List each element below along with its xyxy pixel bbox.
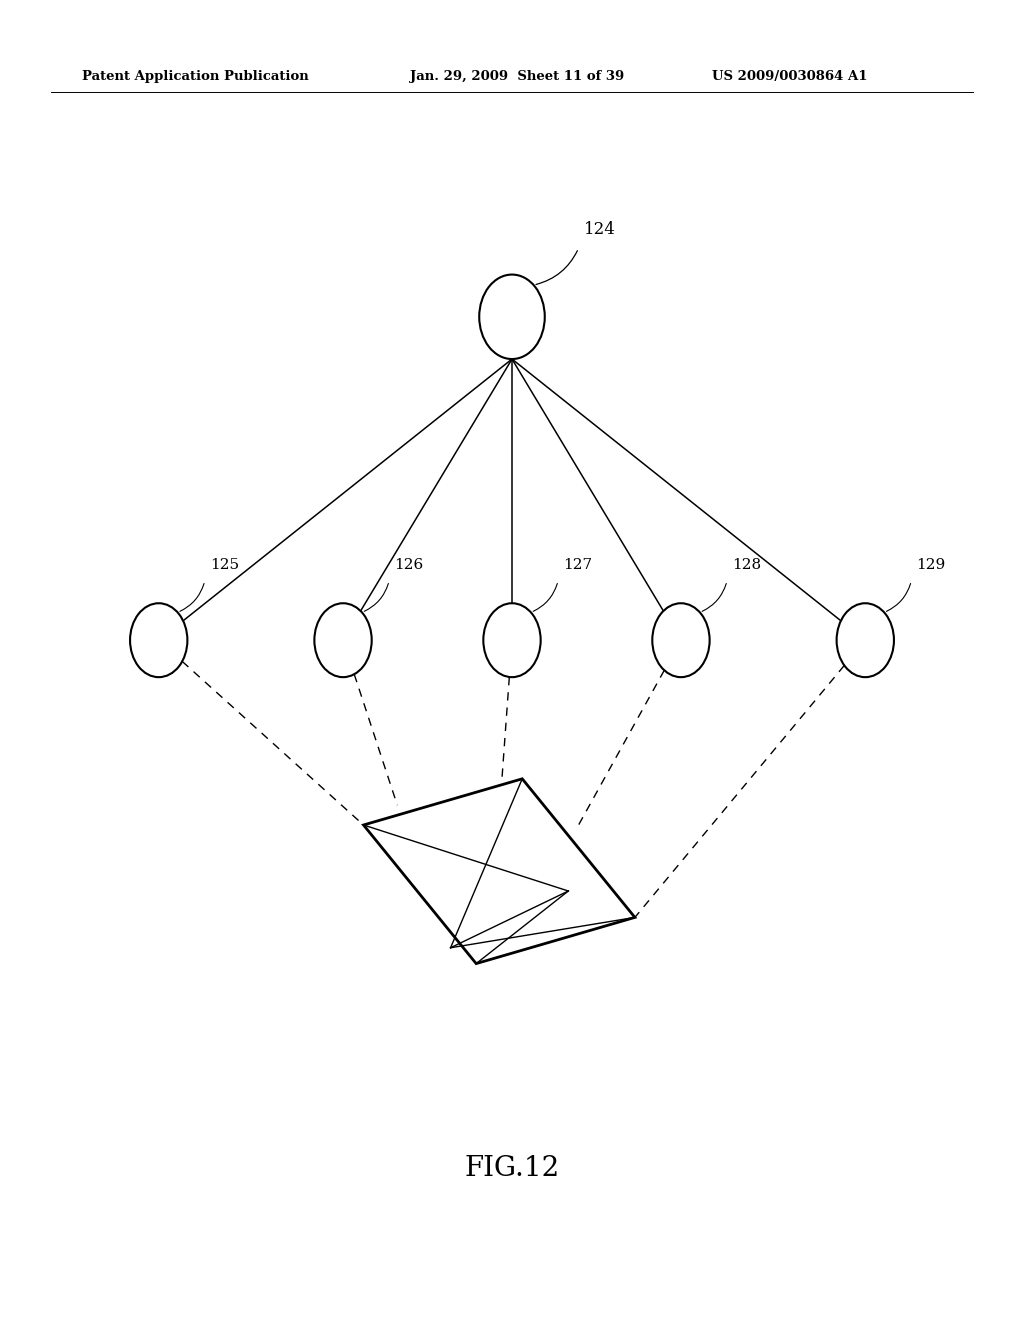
Text: Jan. 29, 2009  Sheet 11 of 39: Jan. 29, 2009 Sheet 11 of 39 (410, 70, 624, 83)
Text: US 2009/0030864 A1: US 2009/0030864 A1 (712, 70, 867, 83)
Text: 124: 124 (584, 220, 615, 238)
Circle shape (837, 603, 894, 677)
Text: 126: 126 (394, 557, 424, 572)
Circle shape (130, 603, 187, 677)
Text: 127: 127 (563, 557, 592, 572)
Text: 125: 125 (210, 557, 239, 572)
Text: 129: 129 (916, 557, 946, 572)
Circle shape (479, 275, 545, 359)
Text: 128: 128 (732, 557, 761, 572)
Circle shape (314, 603, 372, 677)
Text: FIG.12: FIG.12 (464, 1155, 560, 1181)
Circle shape (483, 603, 541, 677)
Circle shape (652, 603, 710, 677)
Text: Patent Application Publication: Patent Application Publication (82, 70, 308, 83)
